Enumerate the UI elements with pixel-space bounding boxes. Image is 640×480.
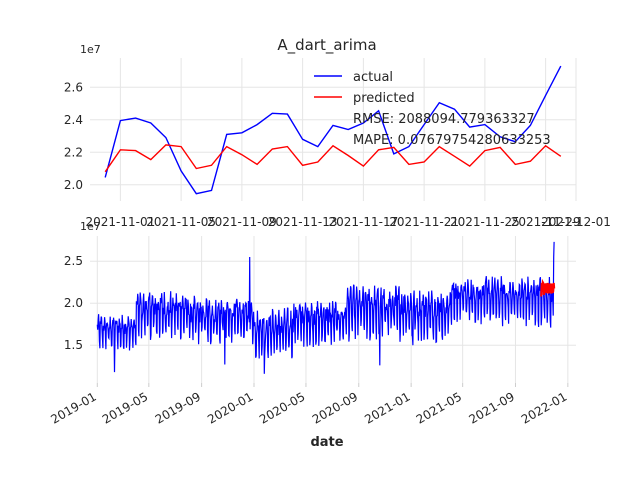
bottom-series-line-predicted <box>540 278 556 297</box>
top-grid <box>90 58 577 201</box>
top-x-tick-label: 2021-11-13 <box>268 215 338 229</box>
chart-title: A_dart_arima <box>277 36 376 55</box>
top-x-tick-label: 2021-11-21 <box>389 215 459 229</box>
bottom-series-line-actual <box>96 241 555 374</box>
top-series-line-predicted <box>104 144 562 173</box>
top-x-tick-label: 2021-11-01 <box>86 215 156 229</box>
top-chart: 2021-11-012021-11-052021-11-092021-11-13… <box>64 36 611 229</box>
legend-actual-label: actual <box>353 70 393 85</box>
bottom-series <box>96 241 556 374</box>
top-series <box>104 65 562 195</box>
mape-annotation: MAPE: 0.07679754280633253 <box>353 133 551 148</box>
top-x-tick-label: 2021-11-17 <box>329 215 399 229</box>
top-y-tick-label: 2.4 <box>64 113 83 127</box>
bottom-y-offset-label: 1e7 <box>80 220 101 233</box>
top-series-line-actual <box>104 65 562 195</box>
top-x-tick-label: 2021-12-01 <box>541 215 611 229</box>
top-x-tick-label: 2021-11-29 <box>511 215 581 229</box>
bottom-y-tick-label: 2.0 <box>64 296 83 310</box>
top-x-tick-label: 2021-11-25 <box>450 215 520 229</box>
top-y-tick-label: 2.0 <box>64 178 83 192</box>
legend-predicted-label: predicted <box>353 91 415 106</box>
top-y-offset-label: 1e7 <box>80 43 101 56</box>
x-axis-label: date <box>310 435 343 450</box>
bottom-y-tick-label: 2.5 <box>64 254 83 268</box>
top-x-tick-label: 2021-11-05 <box>146 215 216 229</box>
top-y-tick-label: 2.6 <box>64 80 83 94</box>
top-y-tick-labels: 2.0 2.2 2.4 2.6 <box>64 80 83 192</box>
bottom-y-tick-label: 1.5 <box>64 338 83 352</box>
top-y-tick-label: 2.2 <box>64 145 83 159</box>
top-x-tick-label: 2021-11-09 <box>207 215 277 229</box>
rmse-annotation: RMSE: 2088094.779363327 <box>353 112 535 127</box>
bottom-y-tick-labels: 1.5 2.0 2.5 <box>64 254 83 352</box>
legend: actual predicted RMSE: 2088094.779363327… <box>314 70 551 148</box>
top-x-tick-labels: 2021-11-012021-11-052021-11-092021-11-13… <box>86 215 611 229</box>
